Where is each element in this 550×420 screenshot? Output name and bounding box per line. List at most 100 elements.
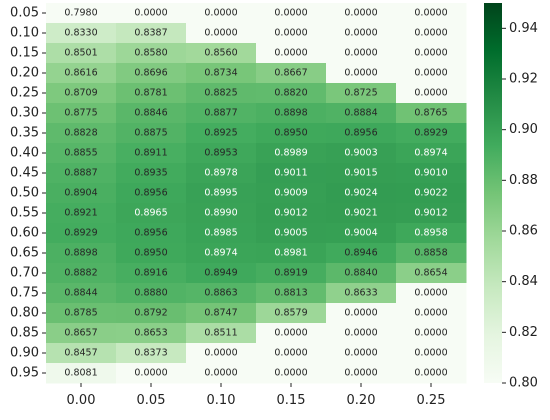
cell-value-label: 0.8935 [134, 168, 167, 179]
y-tick-label: 0.70 [10, 266, 39, 281]
cell-value-label: 0.0000 [344, 348, 377, 359]
cell-value-label: 0.0000 [274, 328, 307, 339]
heatmap-cell [396, 223, 467, 244]
y-tick-label: 0.95 [10, 366, 39, 381]
heatmap-cell [116, 23, 187, 44]
cell-value-label: 0.8696 [134, 68, 167, 79]
heatmap-cell [186, 43, 257, 64]
cell-value-label: 0.8919 [274, 268, 307, 279]
heatmap-cell [256, 343, 327, 364]
colorbar-tick-label: 0.94 [509, 21, 538, 36]
heatmap-cell [116, 243, 187, 264]
cell-value-label: 0.0000 [204, 348, 237, 359]
cell-value-label: 0.0000 [344, 8, 377, 19]
x-tick-label: 0.10 [207, 393, 236, 408]
heatmap-cell [116, 123, 187, 144]
x-tick-label: 0.25 [417, 393, 446, 408]
heatmap-cell [46, 183, 117, 204]
cell-value-label: 0.0000 [414, 8, 447, 19]
heatmap-cell [46, 263, 117, 284]
heatmap-cell [326, 123, 397, 144]
cell-value-label: 0.8560 [204, 48, 237, 59]
cell-value-label: 0.8844 [64, 288, 97, 299]
heatmap-cell [46, 3, 117, 24]
y-axis-ticks: 0.05 0.10 0.15 0.20 0.25 0.30 0.35 0.40 0.45 0.50… [10, 6, 46, 381]
heatmap-cell [396, 183, 467, 204]
cell-value-label: 0.8887 [64, 168, 97, 179]
cell-value-label: 0.8858 [414, 248, 447, 259]
cell-value-label: 0.8725 [344, 88, 377, 99]
colorbar-tick-label: 0.80 [509, 376, 538, 391]
heatmap-cell [116, 3, 187, 24]
colorbar-tick-label: 0.88 [509, 173, 538, 188]
heatmap-cell [256, 263, 327, 284]
cell-value-label: 0.0000 [414, 28, 447, 39]
heatmap-cell [326, 103, 397, 124]
cell-value-label: 0.0000 [274, 348, 307, 359]
heatmap-cell [46, 243, 117, 264]
heatmap-cell [396, 63, 467, 84]
y-tick-label: 0.20 [10, 66, 39, 81]
heatmap-cell [326, 303, 397, 324]
heatmap-cell [116, 223, 187, 244]
y-tick-label: 0.10 [10, 26, 39, 41]
heatmap-cell [256, 3, 327, 24]
heatmap-cell [116, 283, 187, 304]
heatmap-cell [46, 163, 117, 184]
cell-value-label: 0.9011 [274, 168, 307, 179]
cell-value-label: 0.8985 [204, 228, 237, 239]
cell-value-label: 0.8981 [274, 248, 307, 259]
cell-value-label: 0.8965 [134, 208, 167, 219]
heatmap-cell [116, 83, 187, 104]
cell-value-label: 0.9005 [274, 228, 307, 239]
heatmap-cell [116, 303, 187, 324]
cell-value-label: 0.8877 [204, 108, 237, 119]
y-tick-label: 0.45 [10, 166, 39, 181]
heatmap-cell [46, 83, 117, 104]
cell-value-label: 0.8734 [204, 68, 237, 79]
heatmap-cell [186, 143, 257, 164]
heatmap-cell [116, 183, 187, 204]
heatmap-cell [186, 343, 257, 364]
heatmap-cell [326, 203, 397, 224]
heatmap-cell [46, 63, 117, 84]
cell-value-label: 0.0000 [274, 48, 307, 59]
cell-value-label: 0.8916 [134, 268, 167, 279]
heatmap-cell [396, 303, 467, 324]
cell-value-label: 0.9012 [414, 208, 447, 219]
heatmap-cell [326, 223, 397, 244]
cell-value-label: 0.8953 [204, 148, 237, 159]
y-tick-label: 0.30 [10, 106, 39, 121]
cell-value-label: 0.8501 [64, 48, 97, 59]
cell-value-label: 0.8990 [204, 208, 237, 219]
cell-value-label: 0.0000 [414, 348, 447, 359]
colorbar: 0.80 0.82 0.84 0.86 0.88 0.90 0.92 0.94 [484, 3, 538, 391]
cell-value-label: 0.0000 [204, 8, 237, 19]
heatmap-cell [186, 283, 257, 304]
heatmap-cell [326, 23, 397, 44]
cell-value-label: 0.8846 [134, 108, 167, 119]
heatmap-cell [256, 183, 327, 204]
heatmap-cell [396, 283, 467, 304]
heatmap-cell [116, 143, 187, 164]
y-tick-label: 0.85 [10, 326, 39, 341]
heatmap-cell [326, 363, 397, 384]
heatmap-cell [116, 363, 187, 384]
y-tick-label: 0.90 [10, 346, 39, 361]
heatmap-cell [326, 63, 397, 84]
heatmap-cell [256, 43, 327, 64]
cell-value-label: 0.8956 [134, 188, 167, 199]
heatmap-cell [116, 263, 187, 284]
cell-value-label: 0.8925 [204, 128, 237, 139]
heatmap-cell [186, 223, 257, 244]
x-tick-label: 0.20 [347, 393, 376, 408]
heatmap-cell [186, 203, 257, 224]
heatmap-cell [256, 123, 327, 144]
cell-value-label: 0.0000 [414, 288, 447, 299]
cell-value-label: 0.8875 [134, 128, 167, 139]
cell-value-label: 0.8840 [344, 268, 377, 279]
cell-value-label: 0.8882 [64, 268, 97, 279]
cell-value-label: 0.0000 [134, 368, 167, 379]
heatmap-cell [396, 263, 467, 284]
